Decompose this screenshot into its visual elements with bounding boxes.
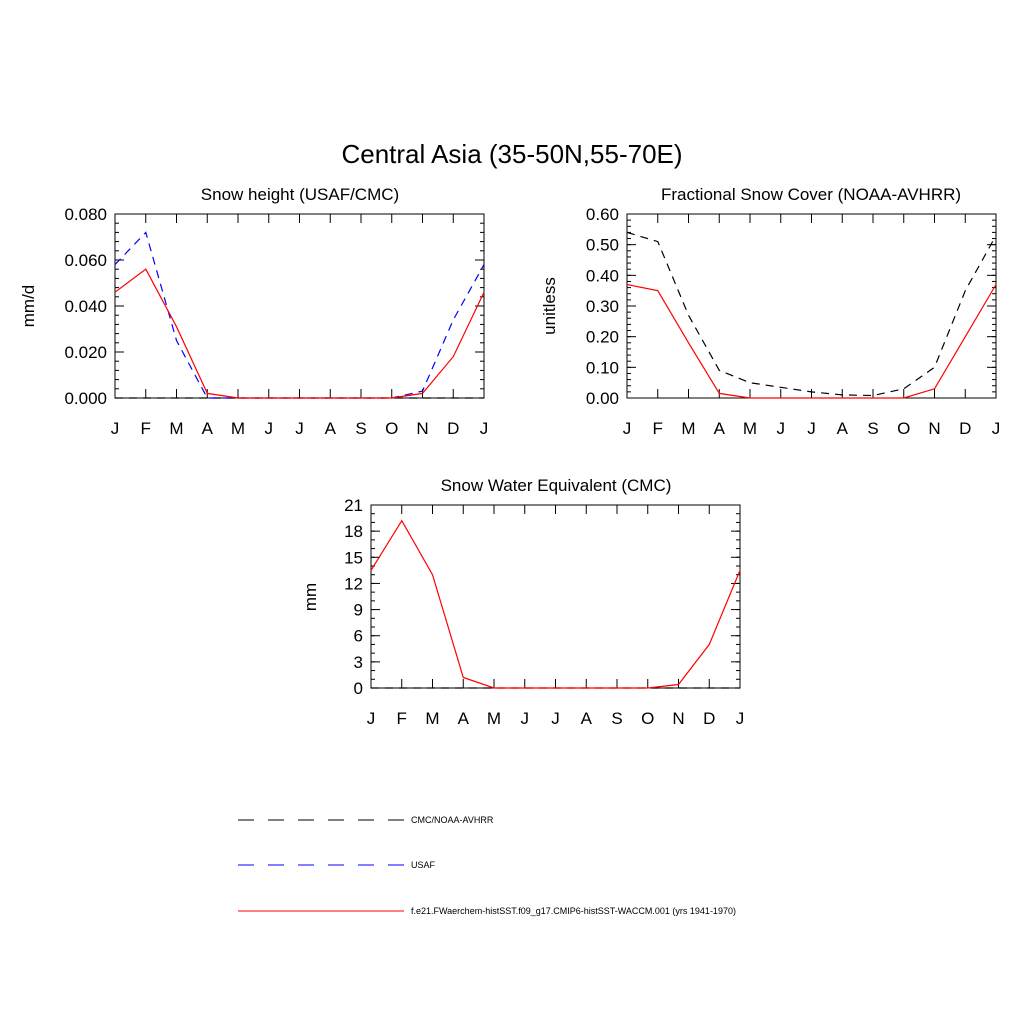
snow-cover-xtick-label: M [743,419,757,438]
swe-ytick-label: 18 [344,522,363,541]
snow-height-xtick-label: J [480,419,489,438]
snow-cover-ytick-label: 0.30 [586,297,619,316]
snow-cover-xtick-label: J [623,419,632,438]
snow-height-xtick-label: A [325,419,337,438]
swe-xtick-label: D [703,709,715,728]
swe-xtick-label: S [611,709,622,728]
swe-title: Snow Water Equivalent (CMC) [441,476,672,495]
snow-cover-xtick-label: J [807,419,816,438]
snow-cover-xtick-label: D [959,419,971,438]
snow-height-ytick-label: 0.000 [64,389,107,408]
snow-height-ytick-label: 0.060 [64,251,107,270]
swe-plot-frame [370,504,741,689]
snow-height-xtick-label: A [202,419,214,438]
swe-xtick-label: O [641,709,654,728]
snow-height-plot-frame [114,213,485,399]
swe-ytick-label: 3 [354,653,363,672]
snow-cover-title: Fractional Snow Cover (NOAA-AVHRR) [661,185,961,204]
swe-ytick-label: 0 [354,679,363,698]
swe-ytick-label: 12 [344,574,363,593]
snow-height-xtick-label: M [231,419,245,438]
snow-cover-xtick-label: N [928,419,940,438]
snow-cover-xtick-label: M [681,419,695,438]
swe-xtick-label: J [551,709,560,728]
legend-label-usaf: USAF [411,860,436,870]
swe-xtick-label: N [672,709,684,728]
snow-height-xtick-label: S [355,419,366,438]
legend-item-obs: CMC/NOAA-AVHRR [238,815,494,825]
legend-label-obs: CMC/NOAA-AVHRR [411,815,494,825]
legend: CMC/NOAA-AVHRR USAF f.e21.FWaerchem-hist… [238,815,736,916]
swe-ytick-label: 21 [344,496,363,515]
snow-cover-xtick-label: J [777,419,786,438]
legend-item-model: f.e21.FWaerchem-histSST.f09_g17.CMIP6-hi… [238,906,736,916]
snow-cover-xtick-label: F [653,419,663,438]
snow-height-xtick-label: J [111,419,120,438]
snow-height-title: Snow height (USAF/CMC) [201,185,399,204]
swe-xtick-label: J [736,709,745,728]
swe-xtick-label: M [425,709,439,728]
snow-cover-xtick-label: O [897,419,910,438]
swe-ytick-label: 9 [354,601,363,620]
snow-height-series-model [114,268,485,399]
snow-cover-ytick-label: 0.50 [586,236,619,255]
snow-height-xtick-label: J [295,419,304,438]
snow-height-xtick-label: D [447,419,459,438]
snow-height-xtick-label: N [416,419,428,438]
swe-xtick-label: M [487,709,501,728]
snow-cover-series-model [626,283,997,399]
snow-height-xtick-label: F [141,419,151,438]
snow-cover-series-obs [626,231,997,397]
swe-ytick-label: 15 [344,548,363,567]
snow-height-ytick-label: 0.020 [64,343,107,362]
snow-cover-ytick-label: 0.20 [586,328,619,347]
figure-title: Central Asia (35-50N,55-70E) [341,139,682,169]
snow-cover-xtick-label: A [837,419,849,438]
swe-series-model [370,519,741,689]
snow-height-ytick-label: 0.080 [64,205,107,224]
snow-cover-ylabel: unitless [540,277,559,335]
snow-cover-xtick-label: S [867,419,878,438]
snow-cover-plot-frame [626,213,997,399]
swe-xtick-label: J [367,709,376,728]
snow-height-xtick-label: J [265,419,274,438]
swe-panel: Snow Water Equivalent (CMC) mm 0 3 6 9 12 15 1… [301,476,744,728]
snow-height-xtick-label: M [169,419,183,438]
legend-item-usaf: USAF [238,860,436,870]
snow-cover-ytick-label: 0.40 [586,266,619,285]
swe-xtick-label: F [397,709,407,728]
snow-height-xtick-label: O [385,419,398,438]
swe-xtick-label: A [458,709,470,728]
snow-height-panel: Snow height (USAF/CMC) mm/d 0.000 0.020 0.… [19,185,488,438]
snow-cover-ytick-label: 0.60 [586,205,619,224]
snow-cover-xtick-label: A [714,419,726,438]
snow-cover-xtick-label: J [992,419,1001,438]
snow-height-ylabel: mm/d [19,285,38,328]
snow-cover-ytick-label: 0.00 [586,389,619,408]
swe-ytick-label: 6 [354,627,363,646]
swe-ylabel: mm [301,583,320,611]
swe-xtick-label: J [521,709,530,728]
snow-cover-ytick-label: 0.10 [586,358,619,377]
snow-cover-panel: Fractional Snow Cover (NOAA-AVHRR) unitl… [540,185,1000,438]
swe-xtick-label: A [581,709,593,728]
legend-label-model: f.e21.FWaerchem-histSST.f09_g17.CMIP6-hi… [411,906,736,916]
snow-height-ytick-label: 0.040 [64,297,107,316]
